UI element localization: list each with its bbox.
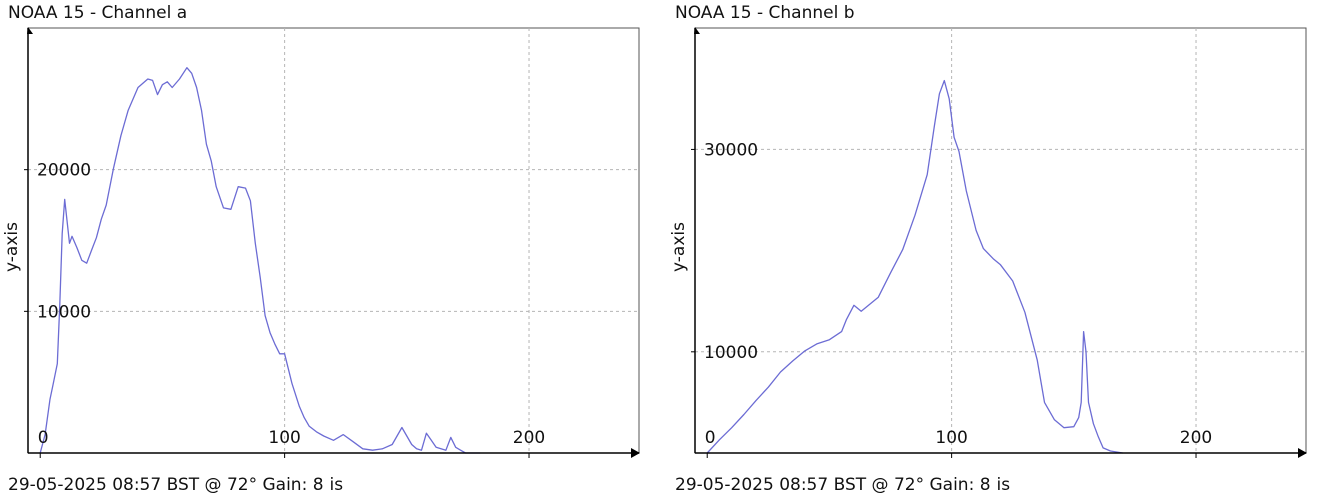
capture-info-text: 29-05-2025 08:57 BST @ 72° Gain: 8 <box>8 475 324 495</box>
y-axis-arrow <box>694 27 700 34</box>
y-tick-label: 20000 <box>37 161 91 181</box>
plot-frame <box>27 27 640 454</box>
x-tick-label: 200 <box>1180 428 1212 448</box>
capture-info: 29-05-2025 08:57 BST @ 72° Gain: 8 is <box>8 474 343 496</box>
capture-info: 29-05-2025 08:57 BST @ 72° Gain: 8 is <box>675 474 1010 496</box>
chart-panel-b: NOAA 15 - Channel b y-axis 0 100 200 10000 3… <box>667 0 1334 500</box>
x-tick-label: 0 <box>38 428 49 448</box>
y-axis-arrow <box>27 27 33 34</box>
data-series-line <box>39 67 481 454</box>
gain-suffix: is <box>996 475 1011 495</box>
plot-frame <box>694 27 1307 454</box>
capture-info-text: 29-05-2025 08:57 BST @ 72° Gain: 8 <box>675 475 991 495</box>
chart-title: NOAA 15 - Channel b <box>675 3 855 23</box>
x-axis-arrow <box>631 448 640 458</box>
y-tick-label: 10000 <box>37 302 91 322</box>
data-series-line <box>706 79 1123 454</box>
chart-title: NOAA 15 - Channel a <box>8 3 188 23</box>
gain-suffix: is <box>329 475 344 495</box>
y-tick-label: 30000 <box>704 140 758 160</box>
line-chart: 0 100 200 10000 20000 <box>24 27 640 458</box>
x-tick-label: 200 <box>513 428 545 448</box>
y-tick-label: 10000 <box>704 343 758 363</box>
x-tick-label: 100 <box>935 428 967 448</box>
x-tick-label: 100 <box>268 428 300 448</box>
line-chart: 0 100 200 10000 30000 <box>691 27 1307 458</box>
x-axis-arrow <box>1298 448 1307 458</box>
x-tick-label: 0 <box>705 428 716 448</box>
chart-panel-a: NOAA 15 - Channel a y-axis 0 100 200 10000 2… <box>2 3 640 496</box>
